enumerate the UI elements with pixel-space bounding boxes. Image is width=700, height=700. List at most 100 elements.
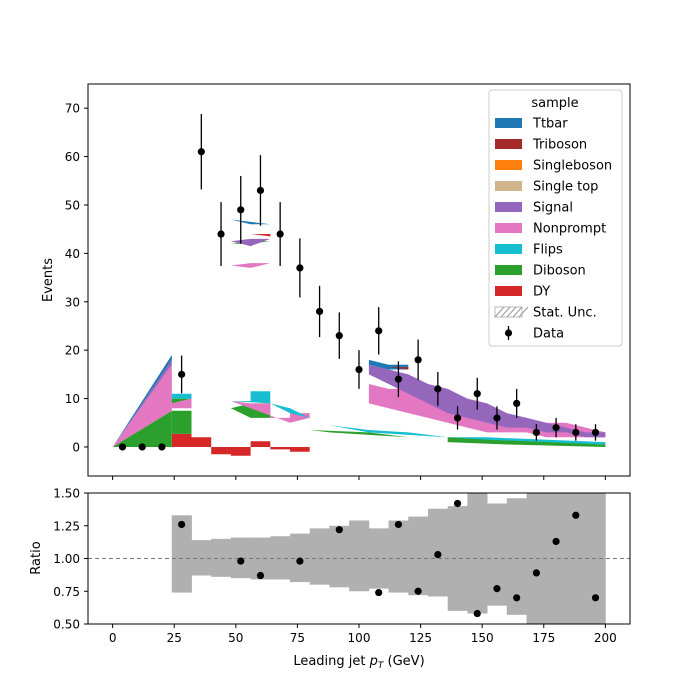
ratio-x-tick-label: 125 [409,631,432,645]
data-point [572,428,580,437]
stack-segment-signal [230,238,271,247]
stack-segment-nonprompt [230,263,271,268]
legend-entry-nonprompt: Nonprompt [495,222,606,237]
data-point [552,424,560,432]
legend-label: Triboson [532,138,587,153]
legend-hatch-line [506,306,517,318]
ratio-band-bin [546,493,567,624]
stack-segment-diboson [171,410,192,434]
legend-label: Singleboson [533,159,612,174]
legend-frame [488,89,623,347]
data-point [493,414,501,422]
main-y-tick-label: 50 [65,198,80,212]
data-point [453,414,462,422]
data-point [513,399,521,408]
ratio-band-bin [408,516,429,596]
legend-swatch [495,202,522,212]
legend-hatch-line [518,306,529,318]
stack-segment-diboson [309,430,409,438]
ratio-point [296,557,304,565]
data-point [375,327,383,335]
legend-swatch [495,160,522,170]
data-points [118,114,600,451]
ratio-point [434,550,442,559]
stack-segment-nonprompt [230,401,310,423]
ratio-band-bin [309,528,330,585]
legend-swatch [495,286,522,296]
data-point [178,370,186,378]
legend-entry-singleboson: Singleboson [495,159,612,174]
ratio-x-tick-label: 175 [532,631,555,645]
stack-segment-flips [171,393,192,399]
stack-segment-diboson [171,398,192,411]
ratio-uncertainty-band [171,493,606,624]
legend-label: Ttbar [532,117,568,132]
legend-swatch [495,118,522,128]
main-y-tick-label: 60 [65,150,80,164]
stack-segment-flips [329,425,448,438]
stack-segment-ttbar [112,355,172,447]
ratio-point [532,569,540,577]
stack-segment-nonprompt [171,398,192,409]
main-plot-panel: 0 10 20 30 40 50 60 70 Events sample Ttbar Tribo… [41,83,631,480]
legend-label: Diboson [533,264,586,279]
main-y-axis-label: Events [41,258,56,302]
ratio-y-axis-label: Ratio [29,541,44,574]
stack-segment-dy [171,433,212,447]
ratio-band-bin [171,515,192,593]
ratio-x-ticks: 0 25 50 75 100 125 150 175 200 [109,624,617,645]
x-axis-label: Leading jet pT (GeV) [293,654,424,671]
stacked-histogram [112,219,606,457]
legend-marker [504,329,513,337]
ratio-band-bin [329,525,350,588]
x-axis-label-p: p [369,654,378,669]
x-axis-label-unit: (GeV) [383,654,424,669]
main-y-tick-label: 70 [65,102,80,116]
legend-label: Stat. Unc. [533,306,597,321]
ratio-x-tick-label: 100 [348,631,371,645]
legend-entry-signal: Signal [495,201,573,216]
data-point [237,206,245,214]
main-y-tick-label: 40 [65,247,80,261]
stack-segment-dy [250,441,271,447]
data-point [473,390,481,398]
main-y-ticks: 0 10 20 30 40 50 60 70 [65,102,88,454]
legend-hatch-line [512,306,523,318]
ratio-point [513,594,521,602]
ratio-point [256,571,265,580]
ratio-point [178,520,186,529]
ratio-point [335,526,343,534]
ratio-band-bin [270,536,291,580]
ratio-points [178,499,600,618]
stack-segment-dy [290,447,310,452]
legend-label: Single top [533,180,598,195]
ratio-band-bin [349,520,370,592]
legend-swatch [495,244,522,254]
ratio-band-bin [467,493,488,614]
ratio-y-tick-label: 1.25 [53,519,80,533]
data-point [276,230,284,238]
legend-title: sample [531,96,578,111]
data-point [158,443,166,451]
ratio-point [572,511,580,519]
ratio-point [493,585,501,593]
stack-segment-signal [368,364,606,438]
legend-hatch-line [494,306,505,318]
data-point [434,385,442,393]
ratio-band-bin [191,540,212,576]
data-point [591,428,600,437]
stack-segment-diboson [112,410,172,447]
ratio-x-tick-label: 25 [167,631,182,645]
ratio-band-bin [447,506,468,611]
data-point [217,230,225,238]
data-point [414,356,422,364]
legend-entry-flips: Flips [495,243,563,258]
main-x-ticks [112,476,606,480]
stack-segment-signal [112,359,172,447]
ratio-band-bin [565,493,587,624]
legend-entry-ttbar: Ttbar [495,117,568,132]
ratio-y-ticks: 0.50 0.75 1.00 1.25 1.50 [53,487,88,632]
x-axis-label-sub: T [378,661,385,671]
legend-entry-triboson: Triboson [495,138,587,153]
data-point [197,148,205,156]
